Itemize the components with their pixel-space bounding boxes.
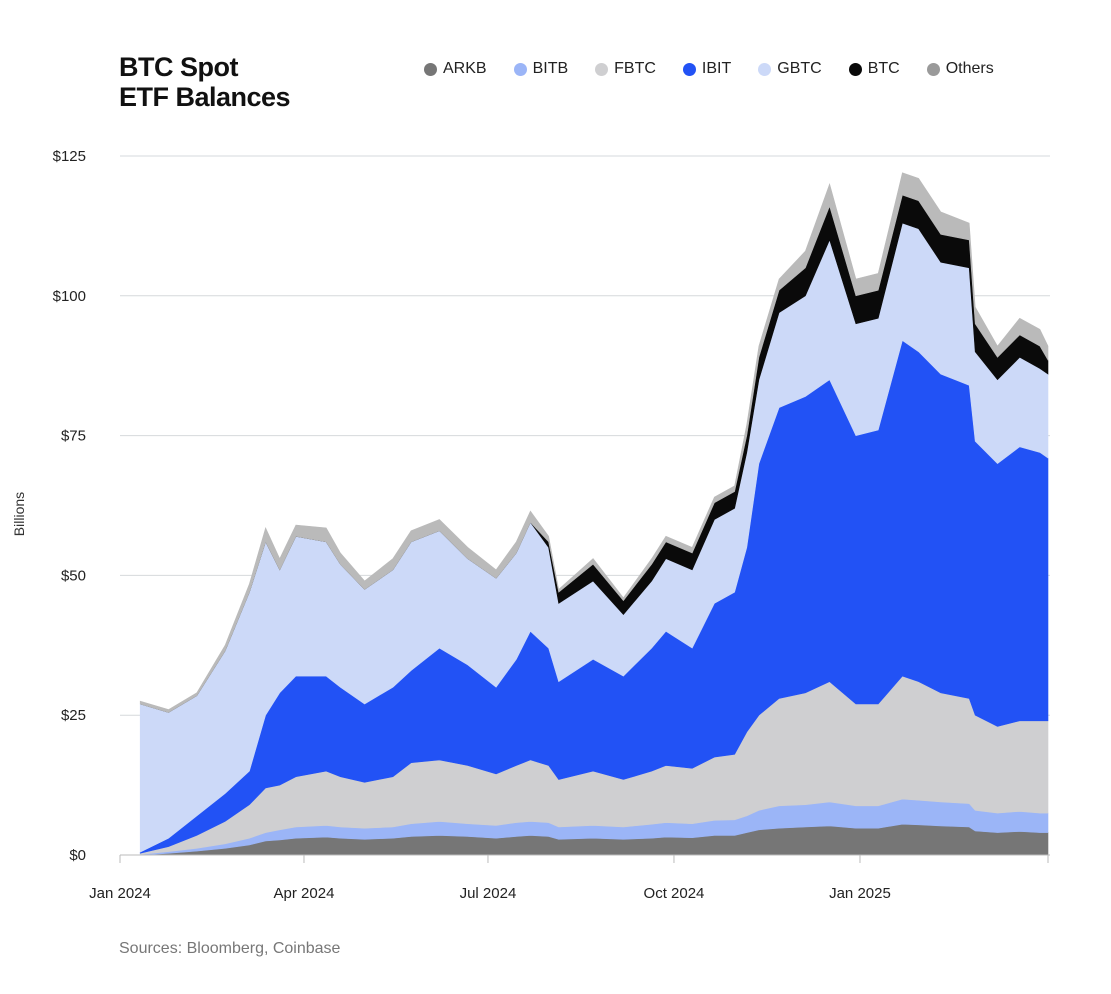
source-note: Sources: Bloomberg, Coinbase — [119, 940, 341, 957]
chart-title-line-1: BTC Spot — [119, 52, 238, 82]
x-tick-label: Apr 2024 — [274, 885, 335, 902]
legend-label: GBTC — [777, 60, 822, 77]
y-tick-label: $25 — [61, 707, 86, 724]
legend-label: BTC — [867, 60, 900, 77]
legend-item-bitb: BITB — [513, 60, 569, 78]
x-tick-label: Jan 2025 — [829, 885, 891, 902]
legend-dot-icon — [424, 62, 437, 76]
chart-title: BTC Spot ETF Balances — [119, 52, 291, 112]
legend-item-arkb: ARKB — [424, 60, 487, 78]
legend-label: BITB — [532, 60, 569, 77]
x-tick-label: Jul 2024 — [460, 885, 517, 902]
legend-item-others: Others — [926, 60, 994, 78]
y-tick-label: $0 — [69, 847, 86, 864]
legend-label: ARKB — [443, 60, 487, 77]
legend-dot-icon — [682, 62, 696, 76]
y-tick-label: $125 — [53, 148, 86, 165]
legend-dot-icon — [595, 62, 609, 76]
chart-title-line-2: ETF Balances — [119, 82, 291, 112]
legend-item-btc: BTC — [848, 60, 900, 78]
y-tick-label: $50 — [61, 567, 86, 584]
legend-dot-icon — [848, 62, 862, 76]
legend-item-fbtc: FBTC — [595, 60, 656, 78]
x-tick-label: Oct 2024 — [644, 885, 705, 902]
y-tick-label: $100 — [53, 288, 86, 305]
x-tick-label: Jan 2024 — [89, 885, 151, 902]
area-others — [139, 172, 1049, 713]
legend-dot-icon — [513, 62, 527, 76]
legend-label: FBTC — [614, 60, 656, 77]
legend-dot-icon — [926, 62, 940, 76]
legend: ARKB BITB FBTC IBIT GBTC BTC Others — [424, 60, 994, 78]
legend-item-gbtc: GBTC — [758, 60, 822, 78]
legend-item-ibit: IBIT — [682, 60, 732, 78]
legend-label: IBIT — [701, 60, 732, 77]
legend-dot-icon — [758, 62, 772, 76]
legend-label: Others — [945, 60, 994, 77]
y-tick-label: $75 — [61, 428, 86, 445]
